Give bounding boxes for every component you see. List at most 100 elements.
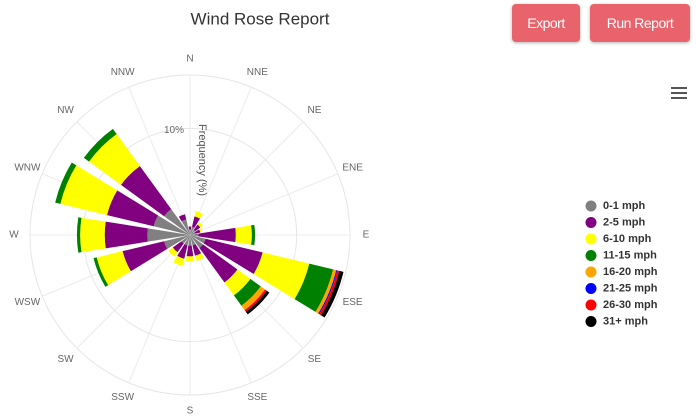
legend-label: 26-30 mph (603, 299, 658, 311)
legend-marker (585, 217, 597, 228)
bar-segment (197, 222, 203, 228)
bar-segment (190, 232, 196, 235)
legend-label: 31+ mph (603, 315, 648, 327)
bar-segment (76, 217, 82, 253)
bar-segment (320, 270, 344, 318)
bar-segment (83, 128, 117, 162)
spoke (189, 173, 339, 236)
direction-label: ESE (343, 297, 363, 308)
bar-segment (190, 226, 195, 235)
bar-segment (185, 256, 195, 262)
direction-label: WSW (15, 297, 41, 308)
bar-segment (80, 217, 106, 253)
bar-segment (191, 216, 201, 228)
menu-icon[interactable] (671, 87, 687, 99)
bar-segment (190, 229, 196, 235)
legend-label: 2-5 mph (603, 216, 645, 228)
legend-marker (585, 299, 597, 311)
bar-segment (190, 235, 203, 248)
legend-label: 21-25 mph (603, 282, 658, 294)
legend-label: 11-15 mph (603, 249, 657, 261)
direction-label: WNW (14, 162, 41, 173)
bar-segment (253, 252, 310, 300)
direction-label: NNW (111, 67, 135, 78)
bar-segment (224, 269, 251, 296)
direction-label: SW (57, 354, 74, 365)
direction-label: N (186, 54, 193, 65)
direction-label: NW (57, 105, 74, 116)
bar-segment (173, 255, 185, 267)
bar-segment (188, 235, 192, 246)
bar-segment (164, 235, 190, 249)
bar-segment (164, 209, 190, 235)
bar-segment (147, 228, 190, 242)
spoke (189, 121, 304, 236)
direction-label: ENE (342, 162, 363, 173)
bar-segment (93, 257, 109, 287)
direction-label: E (363, 230, 370, 241)
bar-segment (107, 190, 159, 227)
bar-segment (199, 244, 238, 283)
bar-segment (153, 215, 190, 235)
bar-segment (198, 227, 236, 243)
bar-segment (89, 134, 140, 185)
legend-marker (585, 250, 597, 261)
bar-segment (55, 162, 77, 204)
bar-segment (319, 270, 340, 316)
legend-marker (585, 233, 597, 245)
direction-label: SE (308, 354, 322, 365)
bar-segment (178, 214, 187, 222)
bar-segment (172, 241, 184, 253)
direction-label: NE (307, 105, 321, 116)
legend-marker (585, 200, 597, 212)
bar-segment (190, 233, 199, 237)
bar-segment (241, 286, 266, 311)
bar-segment (194, 211, 203, 219)
legend-marker (585, 266, 597, 278)
bar-segment (190, 235, 206, 244)
bar-segment (194, 253, 204, 261)
bar-segment (318, 270, 338, 315)
export-button[interactable]: Export (512, 4, 580, 42)
bar-segment (199, 228, 203, 233)
bar-segment (189, 229, 191, 235)
bar-segment (233, 278, 261, 306)
bar-segment (203, 238, 263, 275)
bar-segment (122, 241, 168, 272)
y-axis-label: Frequency (%) (196, 124, 208, 196)
bar-segment (188, 226, 192, 230)
bar-segment (181, 219, 190, 235)
bar-segment (190, 235, 196, 246)
legend-label: 16-20 mph (603, 266, 658, 278)
bar-segment (120, 165, 172, 217)
spoke (189, 86, 252, 236)
bar-segment (168, 247, 178, 257)
bar-segment (60, 165, 118, 216)
bar-segment (244, 289, 267, 312)
bar-segment (177, 244, 188, 259)
bar-segment (245, 290, 270, 315)
bar-segment (184, 235, 190, 246)
bar-segment (294, 263, 334, 312)
direction-label: SSE (247, 392, 267, 403)
y-tick-label: 10% (164, 125, 184, 136)
bar-segment (235, 225, 252, 245)
run-report-button[interactable]: Run Report (590, 4, 690, 42)
direction-label: NNE (247, 67, 268, 78)
bar-segment (315, 269, 337, 314)
bar-segment (194, 229, 201, 234)
bar-segment (192, 244, 202, 256)
legend-label: 0-1 mph (603, 200, 645, 212)
bar-segment (193, 224, 201, 232)
legend-marker (585, 283, 597, 294)
bar-segment (186, 245, 194, 257)
bar-segment (251, 224, 256, 246)
direction-label: S (187, 406, 194, 416)
legend-label: 6-10 mph (603, 233, 652, 245)
bar-segment (96, 251, 131, 286)
bar-segment (181, 235, 190, 244)
legend-marker (585, 316, 597, 327)
chart-title: Wind Rose Report (191, 9, 330, 28)
